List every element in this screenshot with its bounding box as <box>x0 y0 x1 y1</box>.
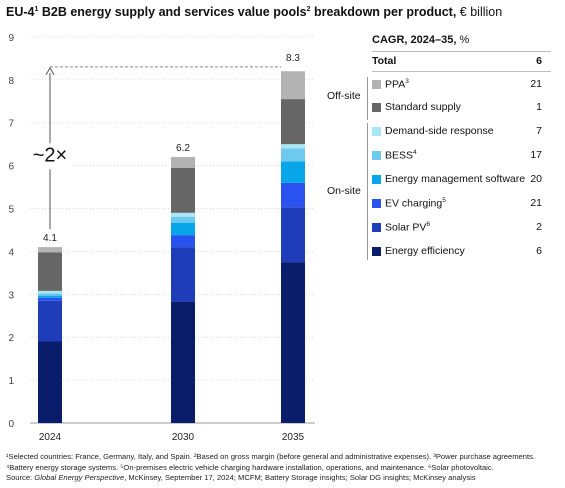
title-unit: € billion <box>456 5 503 19</box>
legend-total-value: 6 <box>536 55 542 67</box>
legend-cagr-value: 2 <box>536 221 542 233</box>
bar-total-label: 8.3 <box>286 53 300 64</box>
bar-segment <box>171 235 195 248</box>
y-tick-label: 7 <box>8 119 14 130</box>
bar-total-label: 4.1 <box>43 233 57 244</box>
bar-segment <box>38 247 62 253</box>
source-line: Source: Global Energy Perspective, McKin… <box>6 473 476 482</box>
legend-swatch <box>372 127 381 136</box>
y-tick-label: 8 <box>8 76 14 87</box>
bar-segment <box>281 148 305 162</box>
legend-item: Demand-side response 7 <box>372 124 542 140</box>
y-tick-label: 3 <box>8 290 14 301</box>
legend-cagr-value: 20 <box>530 173 542 185</box>
legend-label: Energy efficiency <box>385 245 465 257</box>
bar-segment <box>38 252 62 291</box>
legend-swatch <box>372 247 381 256</box>
bar-segment <box>281 262 305 423</box>
legend-cagr-value: 1 <box>536 101 542 113</box>
legend-item: EV charging5 21 <box>372 196 542 212</box>
legend-bracket-offsite <box>367 77 368 120</box>
legend-swatch <box>372 80 381 89</box>
footnotes: ¹Selected countries: France, Germany, It… <box>6 452 561 484</box>
bar-segment <box>171 216 195 223</box>
legend-label: Demand-side response <box>385 125 494 137</box>
bar-segment <box>281 207 305 263</box>
legend-item: Energy management software 20 <box>372 172 542 188</box>
legend-cagr-value: 21 <box>530 78 542 90</box>
legend-group-offsite: Off-site <box>327 90 361 102</box>
bar-segment <box>281 99 305 145</box>
legend-swatch <box>372 175 381 184</box>
legend-item: Solar PV6 2 <box>372 220 542 236</box>
bar-segment <box>281 182 305 208</box>
bar-segment <box>171 157 195 168</box>
legend-swatch <box>372 103 381 112</box>
footnote-line-2: ⁴Battery energy storage systems. ⁵On-pre… <box>6 462 494 472</box>
bar-segment <box>171 301 195 423</box>
legend-cagr-value: 6 <box>536 245 542 257</box>
growth-arrow-head <box>45 66 55 76</box>
legend-label: Energy management software <box>385 173 526 185</box>
legend-label: PPA3 <box>385 78 409 91</box>
legend-total-label: Total <box>372 55 397 67</box>
legend-item: BESS4 17 <box>372 148 542 164</box>
legend-label: BESS4 <box>385 149 417 162</box>
legend-rule-total <box>372 71 551 72</box>
legend-cagr-value: 7 <box>536 125 542 137</box>
bar-total-label: 6.2 <box>176 143 190 154</box>
legend-total-row: Total 6 <box>372 54 542 70</box>
legend-group-onsite: On-site <box>327 185 361 197</box>
legend-swatch <box>372 199 381 208</box>
y-tick-label: 4 <box>8 247 14 258</box>
y-tick-label: 5 <box>8 205 14 216</box>
y-tick-label: 9 <box>8 33 14 44</box>
bar-segment <box>171 222 195 236</box>
x-category-label: 2035 <box>282 432 305 443</box>
legend-swatch <box>372 151 381 160</box>
bar-segment <box>281 71 305 100</box>
legend-swatch <box>372 223 381 232</box>
bar-segment <box>281 144 305 149</box>
bar-segment <box>171 212 195 217</box>
legend-label: Solar PV6 <box>385 221 431 234</box>
y-tick-label: 6 <box>8 162 14 173</box>
legend-cagr-value: 21 <box>530 197 542 209</box>
bar-segment <box>171 167 195 213</box>
footnote-line-1: ¹Selected countries: France, Germany, It… <box>6 452 536 461</box>
bar-segment <box>38 297 62 301</box>
bar-segment <box>38 341 62 423</box>
bar-segment <box>38 295 62 298</box>
bar-segment <box>38 293 62 296</box>
legend-header: CAGR, 2024–35, % <box>372 34 470 46</box>
y-tick-label: 2 <box>8 333 14 344</box>
bar-segment <box>38 300 62 342</box>
annotation-backdrop <box>28 143 72 170</box>
x-category-label: 2024 <box>39 432 62 443</box>
growth-annotation: ~2× <box>33 144 67 166</box>
bar-segment <box>171 247 195 302</box>
bar-segment <box>38 290 62 294</box>
legend-item: Standard supply 1 <box>372 100 542 116</box>
y-tick-label: 0 <box>8 419 14 430</box>
legend-label: EV charging5 <box>385 197 446 210</box>
legend-cagr-value: 17 <box>530 149 542 161</box>
legend-label: Standard supply <box>385 101 461 113</box>
y-tick-label: 1 <box>8 376 14 387</box>
bar-segment <box>281 161 305 183</box>
legend-bracket-onsite <box>367 123 368 260</box>
chart-title: EU-41 B2B energy supply and services val… <box>6 5 503 19</box>
legend-rule-top <box>372 51 551 52</box>
x-category-label: 2030 <box>172 432 195 443</box>
stacked-bar-chart: 0 1 2 3 4 5 6 7 8 9 4.1 2024 6.2 2030 8.3 2035 ~2× <box>8 33 315 443</box>
legend-item: Energy efficiency 6 <box>372 244 542 260</box>
legend-item: PPA3 21 <box>372 77 542 93</box>
